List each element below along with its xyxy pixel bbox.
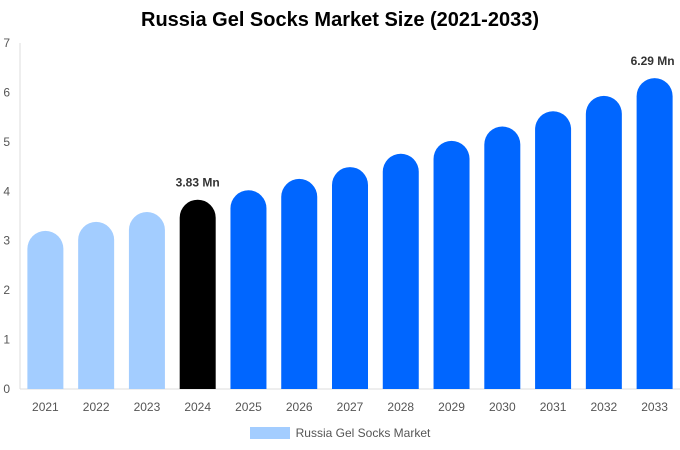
bar-2031 bbox=[535, 111, 572, 389]
x-tick-label: 2028 bbox=[387, 400, 414, 414]
bar-2026 bbox=[281, 178, 318, 389]
bar-2021 bbox=[27, 230, 64, 389]
x-tick-label: 2033 bbox=[641, 400, 668, 414]
x-tick-label: 2030 bbox=[489, 400, 516, 414]
data-label-2024: 3.83 Mn bbox=[176, 176, 220, 190]
bar-2029 bbox=[433, 140, 470, 389]
bar-2022 bbox=[78, 221, 115, 389]
bar-2027 bbox=[332, 167, 368, 389]
bar-2033 bbox=[636, 78, 673, 389]
bar-2032 bbox=[585, 95, 622, 389]
y-tick-label: 1 bbox=[3, 333, 10, 347]
x-tick-label: 2031 bbox=[540, 400, 567, 414]
y-tick-label: 4 bbox=[3, 184, 10, 198]
x-tick-label: 2025 bbox=[235, 400, 262, 414]
bar-2024 bbox=[179, 199, 216, 389]
bar-2030 bbox=[484, 126, 521, 389]
x-tick-label: 2032 bbox=[590, 400, 617, 414]
y-tick-label: 5 bbox=[3, 135, 10, 149]
bar-2023 bbox=[128, 212, 165, 389]
y-tick-label: 6 bbox=[3, 85, 10, 99]
legend-label: Russia Gel Socks Market bbox=[295, 426, 431, 440]
x-tick-label: 2026 bbox=[286, 400, 313, 414]
x-tick-label: 2023 bbox=[134, 400, 161, 414]
x-tick-label: 2027 bbox=[337, 400, 364, 414]
x-tick-label: 2021 bbox=[32, 400, 59, 414]
y-tick-label: 0 bbox=[3, 382, 10, 396]
y-tick-label: 2 bbox=[3, 283, 10, 297]
bar-2028 bbox=[382, 153, 419, 389]
x-tick-label: 2022 bbox=[83, 400, 110, 414]
chart-title: Russia Gel Socks Market Size (2021-2033) bbox=[141, 9, 539, 31]
legend[interactable]: Russia Gel Socks Market bbox=[0, 426, 680, 440]
data-label-2033: 6.29 Mn bbox=[631, 54, 675, 68]
x-tick-label: 2024 bbox=[184, 400, 211, 414]
legend-swatch bbox=[249, 427, 290, 439]
bar-2025 bbox=[230, 190, 267, 389]
y-tick-label: 7 bbox=[3, 36, 10, 50]
y-tick-label: 3 bbox=[3, 234, 10, 248]
x-tick-label: 2029 bbox=[438, 400, 465, 414]
